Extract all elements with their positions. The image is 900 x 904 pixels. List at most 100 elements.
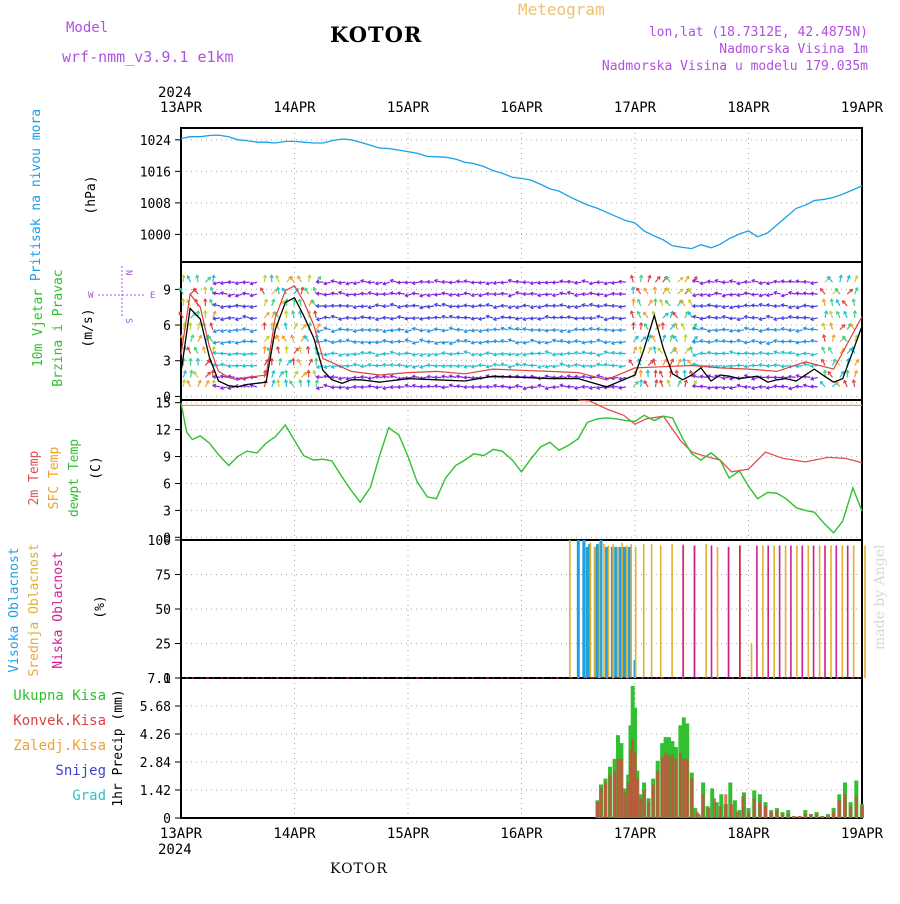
cloud-bar-1 bbox=[569, 540, 571, 678]
cloud-bar-1 bbox=[808, 546, 810, 679]
convective-precip-bar bbox=[600, 788, 603, 818]
cloud-bar-1 bbox=[635, 547, 637, 678]
wind-unit-label: (m/s) bbox=[81, 308, 96, 347]
cloud-bar-1 bbox=[785, 546, 787, 679]
x-tick-label-bottom: 19APR bbox=[841, 826, 884, 842]
y-tick-label: 3 bbox=[163, 504, 171, 519]
cloud-bar-1 bbox=[819, 546, 821, 679]
wind-axis-label: 10m Vjetar bbox=[31, 289, 46, 367]
convective-precip-bar bbox=[798, 816, 801, 818]
convective-precip-bar bbox=[844, 794, 847, 818]
convective-precip-bar bbox=[758, 802, 761, 818]
convective-precip-bar bbox=[674, 759, 677, 818]
dewpoint-axis-label: dewpt Temp bbox=[67, 439, 82, 517]
x-tick-label-bottom: 15APR bbox=[387, 826, 430, 842]
dewpoint-series-line bbox=[181, 403, 862, 533]
y-tick-label: 7.1 bbox=[148, 672, 171, 687]
cloud-bar-0 bbox=[596, 544, 599, 678]
author-watermark: made by Angel bbox=[872, 545, 888, 651]
pressure-unit-label: (hPa) bbox=[84, 175, 99, 214]
cloud-bar-1 bbox=[617, 547, 619, 678]
convective-precip-bar bbox=[652, 785, 655, 819]
convective-precip-bar bbox=[668, 755, 671, 818]
convective-precip-bar bbox=[596, 802, 599, 818]
convective-precip-bar bbox=[679, 753, 682, 818]
cloud-bar-1 bbox=[630, 544, 632, 678]
cloud-bar-1 bbox=[612, 544, 614, 678]
y-tick-label: 1.42 bbox=[140, 784, 171, 799]
cloud-bar-1 bbox=[626, 546, 628, 679]
y-tick-label: 75 bbox=[155, 569, 171, 584]
chart-title: KOTOR bbox=[330, 22, 422, 47]
location-coordinates: lon,lat (18.7312E, 42.4875N) bbox=[649, 25, 868, 40]
high-cloud-axis-label: Visoka Oblacnost bbox=[7, 547, 22, 672]
convective-precip-bar bbox=[656, 771, 659, 818]
convective-precip-bar bbox=[730, 804, 733, 818]
cloud-bar-1 bbox=[671, 544, 673, 678]
cloud-bar-2 bbox=[802, 546, 804, 679]
cloud-bar-0 bbox=[614, 547, 617, 678]
precip-legend-item: Ukupna Kisa bbox=[13, 688, 106, 704]
cloud-bar-1 bbox=[608, 546, 610, 679]
cloud-bar-1 bbox=[864, 546, 866, 679]
cloud-bar-1 bbox=[796, 546, 798, 679]
convective-precip-bar bbox=[787, 814, 790, 818]
temp-unit-label: (C) bbox=[89, 456, 104, 479]
y-tick-label: 5.68 bbox=[140, 700, 171, 715]
cloud-bar-1 bbox=[651, 544, 653, 678]
convective-precip-bar bbox=[613, 771, 616, 818]
y-tick-label: 2.84 bbox=[140, 756, 171, 771]
convective-precip-bar bbox=[617, 759, 620, 818]
pressure-axis-label: Pritisak na nivou mora bbox=[29, 109, 44, 281]
cloud-bar-2 bbox=[694, 546, 696, 679]
wind-axis-label-2: Brzina i Pravac bbox=[51, 269, 66, 386]
cloud-bar-2 bbox=[847, 546, 849, 679]
convective-precip-bar bbox=[838, 800, 841, 818]
x-tick-label-bottom: 14APR bbox=[273, 826, 316, 842]
cloud-bar-1 bbox=[842, 546, 844, 679]
cloud-bar-1 bbox=[762, 546, 764, 679]
convective-precip-bar bbox=[682, 759, 685, 818]
convective-precip-bar bbox=[764, 806, 767, 818]
cloud-unit-label: (%) bbox=[93, 595, 108, 618]
convective-precip-bar bbox=[719, 806, 722, 818]
precip-legend-item: Konvek.Kisa bbox=[13, 713, 106, 729]
cloud-bar-2 bbox=[836, 546, 838, 679]
convective-precip-bar bbox=[643, 790, 646, 818]
convective-precip-bar bbox=[832, 812, 835, 818]
y-tick-label: 12 bbox=[155, 424, 171, 439]
y-tick-label: 15 bbox=[155, 397, 171, 412]
compass-south: S bbox=[123, 318, 133, 323]
cloud-bar-2 bbox=[824, 546, 826, 679]
x-tick-label-top: 16APR bbox=[500, 100, 543, 116]
y-tick-label: 1008 bbox=[140, 197, 171, 212]
y-tick-label: 25 bbox=[155, 638, 171, 653]
compass-north: N bbox=[123, 270, 133, 275]
convective-precip-bar bbox=[690, 779, 693, 818]
low-cloud-axis-label: Niska Oblacnost bbox=[51, 551, 66, 668]
convective-precip-bar bbox=[855, 796, 858, 818]
cloud-bar-1 bbox=[621, 543, 623, 678]
x-tick-label-bottom: 17APR bbox=[614, 826, 657, 842]
cloud-bar-2 bbox=[682, 546, 684, 679]
convective-precip-bar bbox=[661, 757, 664, 818]
temp-2m-axis-label: 2m Temp bbox=[27, 450, 42, 505]
meteogram-label: Meteogram bbox=[518, 0, 605, 19]
y-tick-label: 9 bbox=[163, 283, 171, 298]
convective-precip-bar bbox=[753, 798, 756, 818]
y-tick-label: 9 bbox=[163, 451, 171, 466]
y-tick-label: 1024 bbox=[140, 134, 171, 149]
cloud-bar-1 bbox=[830, 546, 832, 679]
precip-legend-item: Zaledj.Kisa bbox=[13, 738, 106, 754]
convective-precip-bar bbox=[747, 812, 750, 818]
convective-precip-bar bbox=[707, 808, 710, 818]
cloud-bar-1 bbox=[590, 543, 592, 678]
cloud-bar-1 bbox=[705, 544, 707, 678]
x-tick-label-bottom: 18APR bbox=[727, 826, 770, 842]
y-tick-label: 1016 bbox=[140, 165, 171, 180]
y-tick-label: 3 bbox=[163, 355, 171, 370]
year-label-top: 2024 bbox=[158, 85, 192, 101]
convective-precip-bar bbox=[604, 783, 607, 819]
cloud-bar-1 bbox=[599, 543, 601, 678]
convective-precip-bar bbox=[639, 798, 642, 818]
